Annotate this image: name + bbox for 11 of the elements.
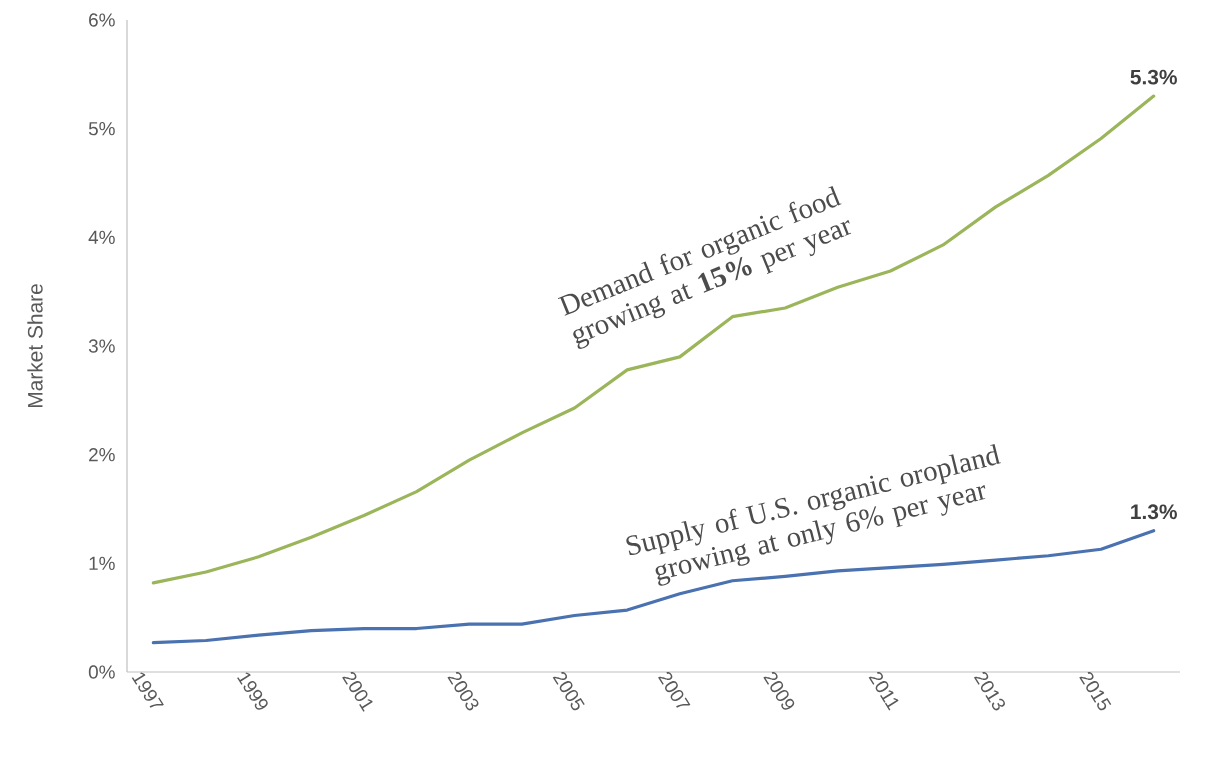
y-tick-label: 1% (89, 556, 115, 570)
y-tick-label: 3% (88, 339, 115, 353)
y-tick-label: 2% (89, 448, 115, 462)
annotation: 1.3% (1131, 504, 1177, 520)
y-tick-label: 6% (89, 13, 115, 27)
y-tick-label: 4% (88, 230, 115, 244)
y-tick-label: 5% (88, 122, 115, 136)
annotation: 5.3% (1130, 69, 1177, 85)
y-tick-label: 0% (88, 665, 115, 679)
y-axis-title: Market Share (27, 284, 43, 408)
annotation: Supply of U.S. organic oropland growing at only 6% per year (626, 444, 1001, 586)
